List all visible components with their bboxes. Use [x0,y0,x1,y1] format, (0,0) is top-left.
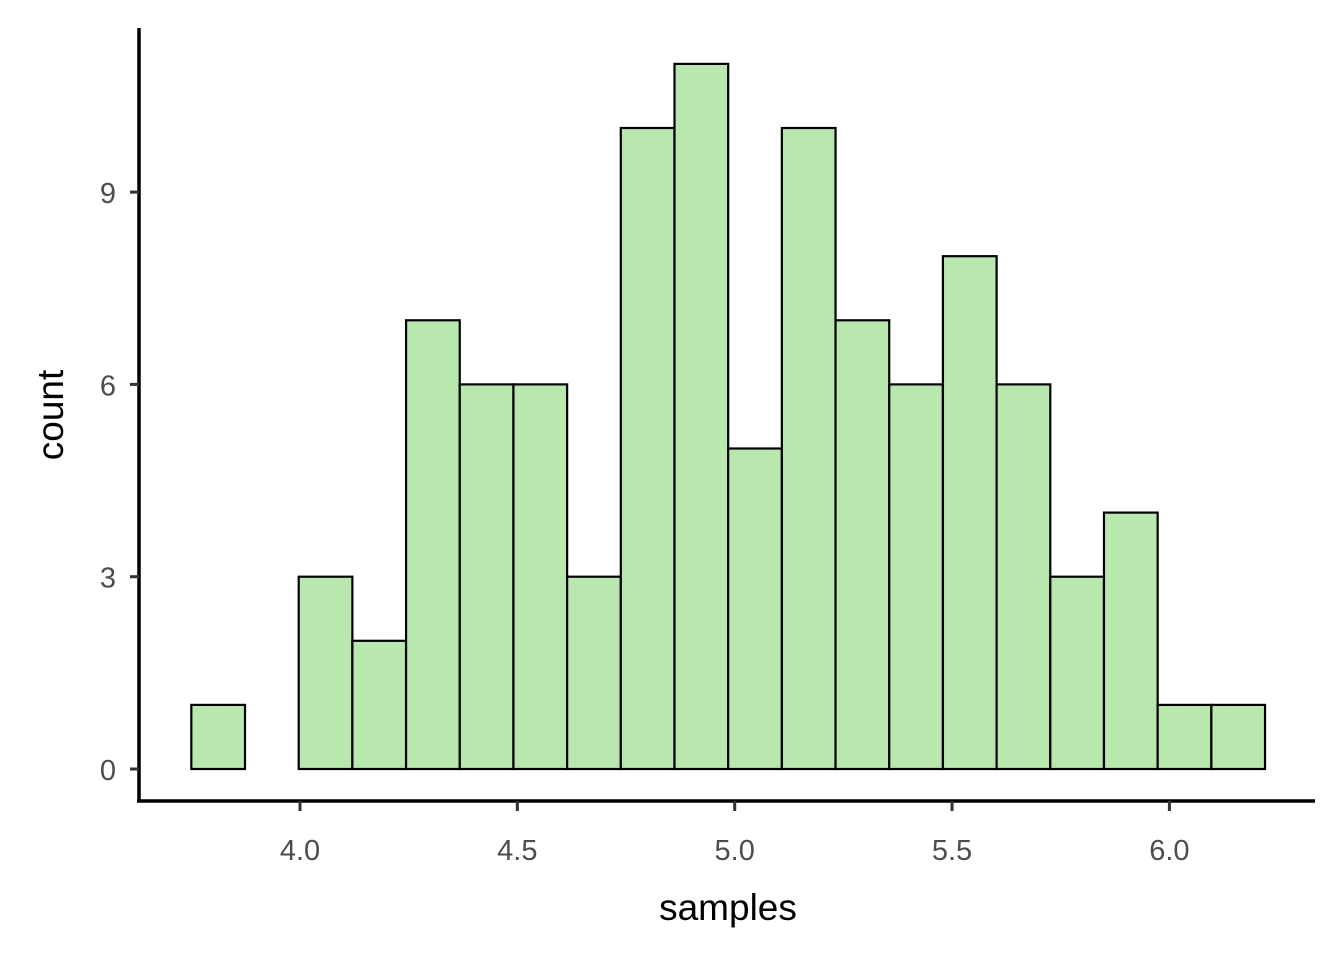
y-tick-label: 0 [100,755,116,787]
histogram-bar [512,383,569,771]
histogram-bar [566,575,622,771]
x-tick-label: 4.5 [497,835,537,867]
histogram-bar [351,639,408,771]
x-axis-title: samples [659,887,797,928]
histogram-bar [619,126,676,771]
y-axis-title: count [30,369,71,460]
histogram-bar [190,703,247,771]
histogram-bar [834,319,891,771]
x-tick-label: 5.0 [715,835,755,867]
histogram-bar [458,383,515,771]
x-tick-label: 6.0 [1149,835,1189,867]
y-tick-label: 6 [100,370,116,402]
histogram-bar [888,383,945,771]
x-tick-label: 4.0 [280,835,320,867]
histogram-bar [941,255,998,771]
y-axis-ticks: 0 3 6 9 [100,178,139,787]
axes [137,28,1315,803]
y-tick-label: 9 [100,178,116,210]
histogram-bar [297,575,354,771]
x-axis-ticks: 4.0 4.5 5.0 5.5 6.0 [280,801,1190,867]
x-tick-label: 5.5 [932,835,972,867]
histogram-bar [1049,575,1106,771]
histogram-bars [190,62,1267,771]
histogram-bar [780,126,837,771]
y-tick-label: 3 [100,563,116,595]
histogram-bar [404,319,461,771]
histogram-bar [1102,511,1159,771]
histogram-bar [1210,703,1267,771]
histogram-bar [1156,703,1213,771]
histogram-bar [995,383,1052,771]
histogram-bar [673,62,730,771]
histogram-bar [727,447,783,771]
